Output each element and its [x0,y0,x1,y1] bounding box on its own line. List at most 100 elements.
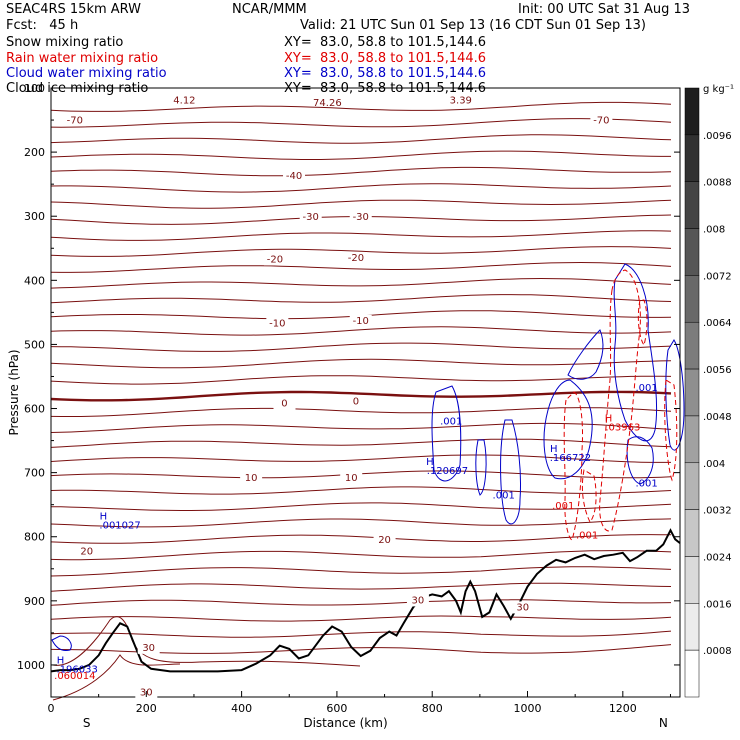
x-tick-label: 0 [48,702,55,715]
rain-water-contour [599,269,641,532]
x-end-label-left: S [83,716,91,730]
temperature-isotherms [50,101,672,701]
rain-water-label: H [605,413,613,424]
plot-border [50,87,681,698]
field-cloudwater-name: Cloud water mixing ratio [6,66,167,81]
cloud-water-label: H [100,511,108,522]
isotherm-label: 20 [80,547,93,558]
top-value-label: 74.26 [313,98,342,109]
isotherm-label: -30 [303,212,319,223]
isotherm-line [50,101,672,112]
cloud-water-label: .166722 [550,453,591,464]
rain-water-contour [563,391,583,541]
cloud-contours [51,263,685,651]
colorbar-swatch [684,134,700,182]
forecast-hour: Fcst: 45 h [6,18,79,33]
isotherm-line [50,326,672,336]
colorbar-swatch [684,509,700,557]
isotherm-label: 10 [245,473,258,484]
top-value-label: 4.12 [173,95,195,106]
colorbar-unit: g kg⁻¹ [703,84,734,95]
y-tick-label: 200 [24,146,45,159]
label-background [240,471,263,484]
x-tick-label: 600 [326,702,347,715]
y-tick-label: 400 [24,274,45,287]
cloud-water-contour [51,635,72,651]
colorbar-label: .0048 [703,412,732,423]
isotherm-line [50,118,672,128]
isotherm-line [50,246,672,257]
isotherm-line [50,342,672,352]
x-tick-label: 200 [136,702,157,715]
cloud-water-label: .001027 [99,520,140,531]
isotherm-label: 0 [281,399,287,410]
cloud-water-label: H [57,656,65,667]
label-background [511,601,534,614]
colorbar-label: .008 [703,225,725,236]
isotherm-line [50,230,672,241]
cloud-water-label: H [550,444,558,455]
valid-time: Valid: 21 UTC Sun 01 Sep 13 (16 CDT Sun … [300,18,646,33]
colorbar-label: .0096 [703,131,732,142]
rain-water-label: .001 [576,531,598,542]
model-title: SEAC4RS 15km ARW [6,2,142,17]
cloud-water-label: .120697 [427,466,468,477]
field-rain-xy: XY= 83.0, 58.8 to 101.5,144.6 [284,51,487,66]
x-axis-title: Distance (km) [303,716,387,730]
init-time: Init: 00 UTC Sat 31 Aug 13 [518,2,691,17]
y-axis-title: Pressure (hPa) [7,349,21,435]
colorbar-swatch [684,649,700,698]
field-snow-xy: XY= 83.0, 58.8 to 101.5,144.6 [284,35,487,50]
isotherm-line [50,358,672,369]
plot-frame [50,87,681,698]
isotherm-line [50,566,672,577]
colorbar-swatch [684,275,700,323]
label-background [266,317,289,330]
cloud-water-label: .001 [440,417,462,428]
isotherm-line [50,422,672,433]
contour-labels: -70 -70 -40 -30 -30 -20 -20 -10 -10 0 0 10 10 20 20 30 3… [54,95,658,699]
y-tick-label: 1000 [17,659,45,672]
isotherm-line [50,407,672,417]
colorbar-label: .0024 [703,552,732,563]
label-background [406,594,429,607]
colorbar-swatch [684,228,700,276]
isotherm-line [52,654,181,701]
colorbar-label: .0016 [703,599,732,610]
isotherm-line [52,616,361,667]
colorbar-label: .0088 [703,178,732,189]
y-tick-label: 900 [24,595,45,608]
rain-contours [563,269,678,541]
y-tick-label: 100 [24,82,45,95]
isotherm-label: 0 [353,397,359,408]
label-background [349,211,372,224]
field-cloudwater-xy: XY= 83.0, 58.8 to 101.5,144.6 [284,66,487,81]
isotherm-line [50,277,672,289]
isotherm-line [50,615,672,622]
colorbar-swatch [684,181,700,229]
colorbar-label: .0056 [703,365,732,376]
isotherm-line [50,166,672,177]
label-background [63,114,86,127]
rain-water-contour [664,379,678,482]
label-background [344,395,367,408]
isotherm-line [50,294,672,304]
isotherm-line [50,486,672,495]
isotherm-label: 10 [345,473,358,484]
cloud-water-contour [626,436,654,485]
isotherm-line [50,454,671,463]
isotherm-line [50,438,672,448]
isotherm-line [50,630,672,638]
cloud-water-contour [500,419,522,525]
label-background [75,545,98,558]
colorbar-swatch [684,368,700,417]
top-value-label: 3.39 [450,95,472,106]
rain-water-label: .03963 [605,422,640,433]
x-tick-label: 800 [422,702,443,715]
label-background [340,471,363,484]
isotherm-label: 30 [142,643,155,654]
field-snow-name: Snow mixing ratio [6,35,124,50]
y-tick-label: 300 [24,210,45,223]
rain-water-label: .001 [552,501,574,512]
